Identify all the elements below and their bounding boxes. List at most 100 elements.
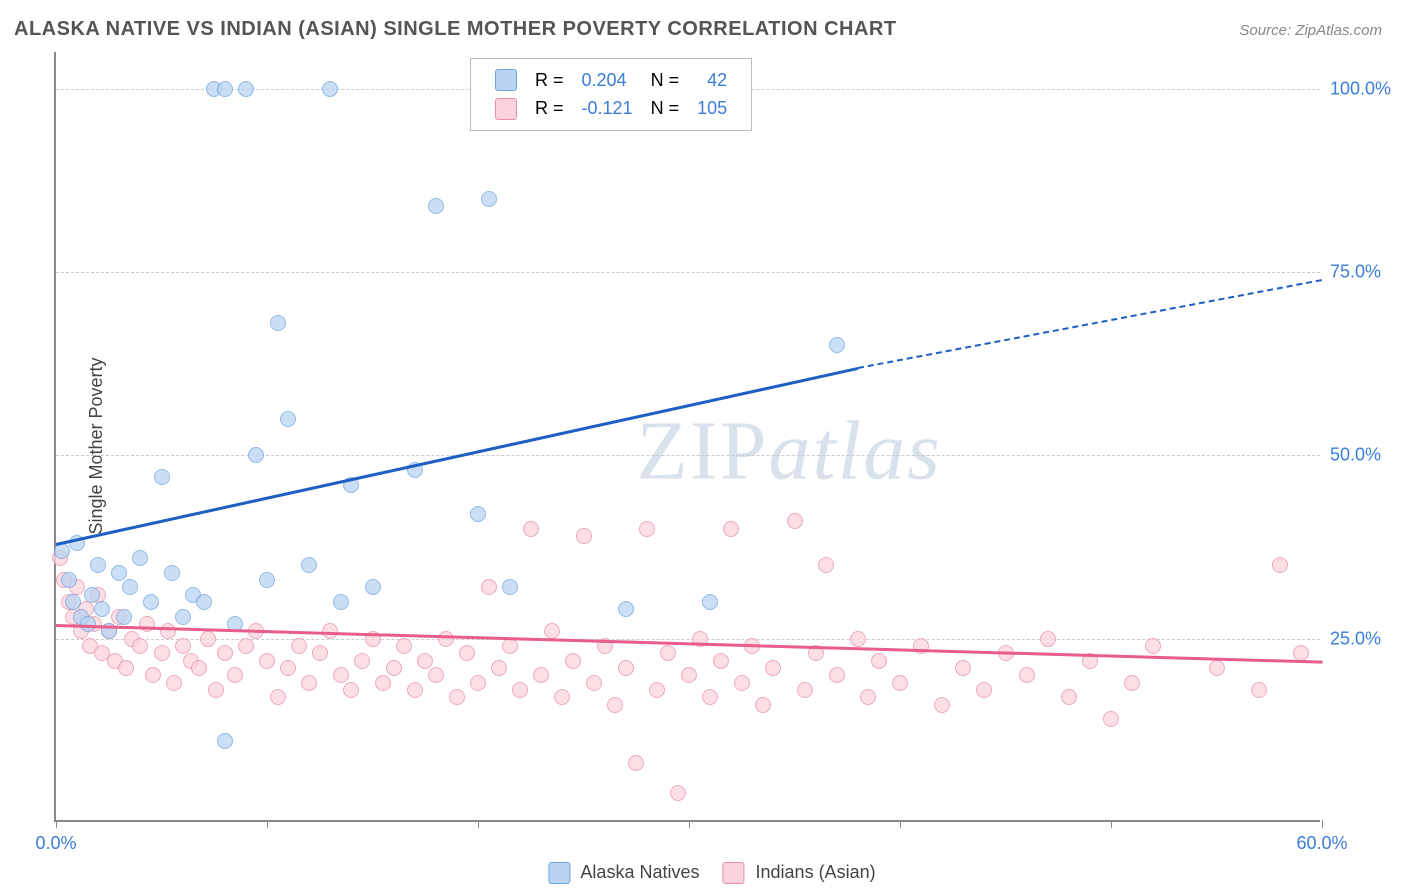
data-point-blue <box>164 565 180 581</box>
data-point-blue <box>217 81 233 97</box>
data-point-pink <box>523 521 539 537</box>
data-point-pink <box>208 682 224 698</box>
data-point-pink <box>723 521 739 537</box>
r-label: R = <box>527 67 572 93</box>
data-point-blue <box>280 411 296 427</box>
data-point-blue <box>111 565 127 581</box>
data-point-blue <box>84 587 100 603</box>
ytick-label: 75.0% <box>1330 262 1390 283</box>
data-point-pink <box>449 689 465 705</box>
data-point-blue <box>322 81 338 97</box>
data-point-pink <box>892 675 908 691</box>
swatch-pink <box>723 862 745 884</box>
data-point-pink <box>660 645 676 661</box>
xtick <box>900 820 901 828</box>
data-point-pink <box>270 689 286 705</box>
data-point-pink <box>280 660 296 676</box>
data-point-pink <box>386 660 402 676</box>
xtick <box>267 820 268 828</box>
data-point-blue <box>270 315 286 331</box>
data-point-pink <box>554 689 570 705</box>
data-point-pink <box>118 660 134 676</box>
data-point-pink <box>154 645 170 661</box>
data-point-pink <box>396 638 412 654</box>
source-attribution: Source: ZipAtlas.com <box>1239 22 1382 39</box>
data-point-blue <box>154 469 170 485</box>
ytick-label: 100.0% <box>1330 78 1390 99</box>
chart-title: ALASKA NATIVE VS INDIAN (ASIAN) SINGLE M… <box>14 18 897 41</box>
data-point-pink <box>417 653 433 669</box>
swatch-blue <box>548 862 570 884</box>
correlation-legend: R = 0.204 N = 42 R = -0.121 N = 105 <box>470 58 752 131</box>
data-point-pink <box>618 660 634 676</box>
legend-row-pink: R = -0.121 N = 105 <box>487 95 735 121</box>
regression-line-blue-solid <box>56 367 858 545</box>
data-point-pink <box>586 675 602 691</box>
xtick <box>478 820 479 828</box>
data-point-pink <box>481 579 497 595</box>
gridline-h <box>56 272 1320 273</box>
regression-line-blue-dashed <box>858 279 1323 369</box>
data-point-pink <box>1124 675 1140 691</box>
data-point-pink <box>1103 711 1119 727</box>
r-value-pink: -0.121 <box>574 95 641 121</box>
data-point-pink <box>139 616 155 632</box>
data-point-blue <box>502 579 518 595</box>
data-point-pink <box>301 675 317 691</box>
legend-row-blue: R = 0.204 N = 42 <box>487 67 735 93</box>
data-point-pink <box>934 697 950 713</box>
data-point-pink <box>312 645 328 661</box>
source-value: ZipAtlas.com <box>1295 22 1382 39</box>
data-point-pink <box>1040 631 1056 647</box>
data-point-pink <box>470 675 486 691</box>
data-point-blue <box>61 572 77 588</box>
data-point-pink <box>200 631 216 647</box>
data-point-pink <box>407 682 423 698</box>
data-point-pink <box>1061 689 1077 705</box>
data-point-pink <box>1209 660 1225 676</box>
data-point-blue <box>618 601 634 617</box>
legend-label-blue: Alaska Natives <box>580 862 699 882</box>
data-point-pink <box>354 653 370 669</box>
data-point-pink <box>797 682 813 698</box>
data-point-blue <box>481 191 497 207</box>
data-point-pink <box>860 689 876 705</box>
data-point-pink <box>238 638 254 654</box>
data-point-pink <box>639 521 655 537</box>
data-point-pink <box>765 660 781 676</box>
data-point-pink <box>291 638 307 654</box>
data-point-pink <box>1251 682 1267 698</box>
data-point-pink <box>1019 667 1035 683</box>
data-point-pink <box>132 638 148 654</box>
xtick <box>1111 820 1112 828</box>
data-point-pink <box>502 638 518 654</box>
data-point-pink <box>1272 557 1288 573</box>
data-point-pink <box>459 645 475 661</box>
xtick-label: 0.0% <box>35 833 76 854</box>
data-point-blue <box>217 733 233 749</box>
data-point-blue <box>301 557 317 573</box>
data-point-pink <box>175 638 191 654</box>
data-point-blue <box>248 447 264 463</box>
data-point-pink <box>871 653 887 669</box>
data-point-pink <box>512 682 528 698</box>
data-point-pink <box>533 667 549 683</box>
legend-label-pink: Indians (Asian) <box>756 862 876 882</box>
xtick <box>689 820 690 828</box>
data-point-pink <box>955 660 971 676</box>
gridline-h <box>56 455 1320 456</box>
n-value-pink: 105 <box>689 95 735 121</box>
data-point-blue <box>829 337 845 353</box>
data-point-pink <box>818 557 834 573</box>
data-point-pink <box>713 653 729 669</box>
source-label: Source: <box>1239 22 1295 39</box>
xtick <box>1322 820 1323 828</box>
data-point-pink <box>491 660 507 676</box>
data-point-pink <box>544 623 560 639</box>
series-legend: Alaska Natives Indians (Asian) <box>530 862 875 884</box>
data-point-blue <box>122 579 138 595</box>
data-point-blue <box>175 609 191 625</box>
data-point-pink <box>734 675 750 691</box>
data-point-pink <box>628 755 644 771</box>
data-point-pink <box>343 682 359 698</box>
